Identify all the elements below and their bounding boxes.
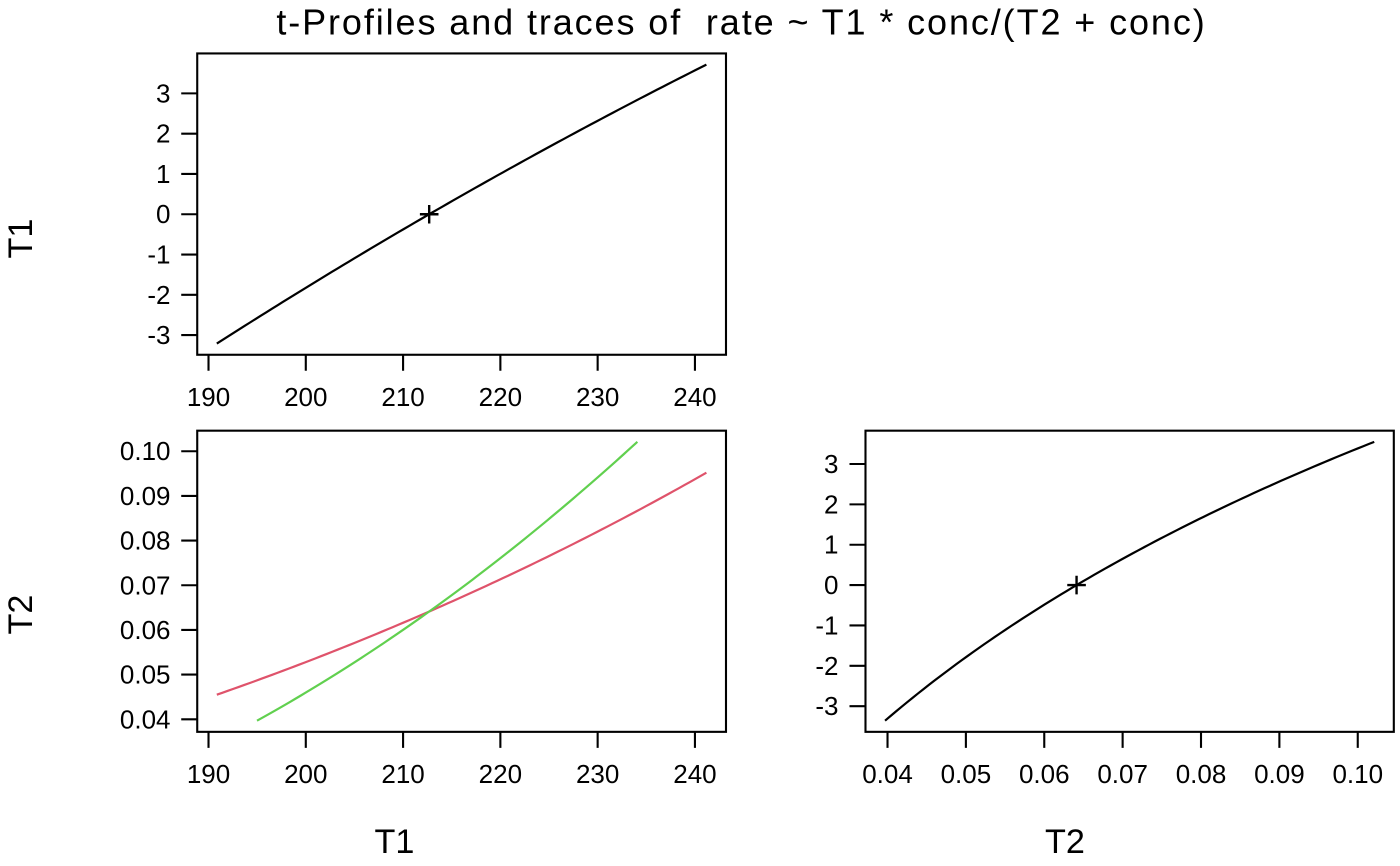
svg-text:1: 1 bbox=[156, 159, 170, 189]
svg-text:3: 3 bbox=[156, 78, 170, 108]
svg-text:t-Profiles and traces of rate: t-Profiles and traces of rate ~ T1 * con… bbox=[276, 2, 1206, 43]
svg-text:-3: -3 bbox=[147, 320, 170, 350]
svg-text:T1: T1 bbox=[2, 219, 40, 259]
svg-text:-1: -1 bbox=[147, 240, 170, 270]
svg-text:0.04: 0.04 bbox=[862, 759, 913, 789]
svg-text:240: 240 bbox=[673, 382, 716, 412]
svg-text:0: 0 bbox=[156, 199, 170, 229]
svg-text:0.07: 0.07 bbox=[120, 570, 171, 600]
svg-text:220: 220 bbox=[479, 759, 522, 789]
svg-text:0.04: 0.04 bbox=[120, 704, 171, 734]
svg-text:0.10: 0.10 bbox=[1332, 759, 1383, 789]
svg-text:0.09: 0.09 bbox=[1254, 759, 1305, 789]
svg-text:0: 0 bbox=[824, 570, 838, 600]
svg-text:-2: -2 bbox=[815, 651, 838, 681]
svg-text:230: 230 bbox=[576, 759, 619, 789]
svg-text:0.06: 0.06 bbox=[120, 615, 171, 645]
svg-text:-2: -2 bbox=[147, 280, 170, 310]
svg-text:-3: -3 bbox=[815, 691, 838, 721]
svg-text:0.08: 0.08 bbox=[120, 526, 171, 556]
svg-text:3: 3 bbox=[824, 449, 838, 479]
svg-text:0.07: 0.07 bbox=[1097, 759, 1148, 789]
svg-text:1: 1 bbox=[824, 530, 838, 560]
svg-text:0.09: 0.09 bbox=[120, 481, 171, 511]
svg-text:230: 230 bbox=[576, 382, 619, 412]
svg-text:190: 190 bbox=[187, 759, 230, 789]
svg-text:-1: -1 bbox=[815, 610, 838, 640]
svg-text:0.05: 0.05 bbox=[120, 660, 171, 690]
svg-text:T1: T1 bbox=[375, 823, 415, 861]
svg-text:210: 210 bbox=[381, 382, 424, 412]
svg-text:2: 2 bbox=[824, 489, 838, 519]
svg-text:200: 200 bbox=[284, 759, 327, 789]
svg-text:220: 220 bbox=[479, 382, 522, 412]
svg-text:210: 210 bbox=[381, 759, 424, 789]
svg-text:200: 200 bbox=[284, 382, 327, 412]
svg-text:0.05: 0.05 bbox=[941, 759, 992, 789]
svg-text:T2: T2 bbox=[1045, 823, 1085, 861]
svg-text:240: 240 bbox=[673, 759, 716, 789]
svg-text:0.06: 0.06 bbox=[1019, 759, 1070, 789]
svg-text:0.10: 0.10 bbox=[120, 436, 171, 466]
svg-text:0.08: 0.08 bbox=[1176, 759, 1227, 789]
svg-text:2: 2 bbox=[156, 119, 170, 149]
svg-text:190: 190 bbox=[187, 382, 230, 412]
svg-text:T2: T2 bbox=[2, 595, 40, 635]
